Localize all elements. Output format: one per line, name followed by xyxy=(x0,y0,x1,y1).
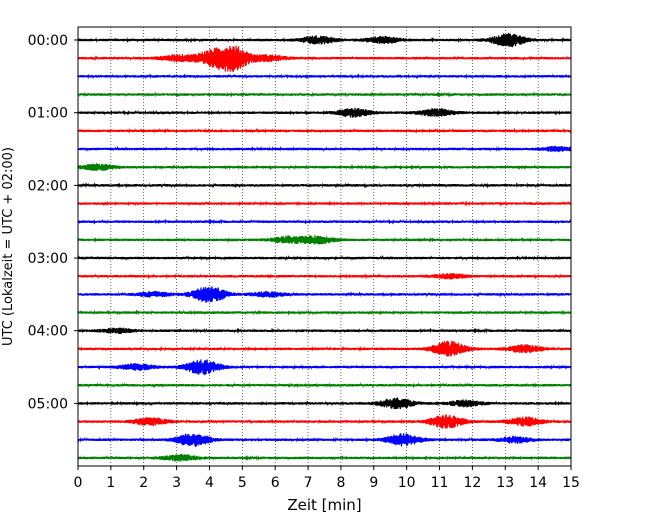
trace-0200 xyxy=(77,182,572,189)
axis-ticks xyxy=(74,39,572,470)
y-axis-label: UTC (Lokalzeit = UTC + 02:00) xyxy=(1,147,16,346)
trace-0445 xyxy=(77,382,572,389)
x-tick-label: 7 xyxy=(304,475,313,491)
trace-0545 xyxy=(77,453,572,462)
x-tick-label: 8 xyxy=(336,475,345,491)
trace-0000 xyxy=(77,32,572,48)
trace-0330 xyxy=(77,286,572,303)
x-tick-label: 4 xyxy=(205,475,214,491)
x-axis-label: Zeit [min] xyxy=(287,496,361,514)
y-tick-label: 00:00 xyxy=(28,33,68,49)
trace-0300 xyxy=(77,254,572,262)
x-tick-label: 14 xyxy=(529,475,547,491)
x-tick-label: 5 xyxy=(238,475,247,491)
trace-0530 xyxy=(77,433,572,447)
plot-frame xyxy=(77,26,572,467)
x-tick-label: 15 xyxy=(562,475,580,491)
trace-0245 xyxy=(77,235,572,245)
trace-0030 xyxy=(77,73,572,80)
y-tick-label: 02:00 xyxy=(28,178,68,194)
x-tick-label: 3 xyxy=(172,475,181,491)
x-tick-label: 6 xyxy=(271,475,280,491)
x-tick-label: 10 xyxy=(398,475,416,491)
trace-0515 xyxy=(77,414,572,429)
trace-0215 xyxy=(77,200,572,207)
y-tick-label: 05:00 xyxy=(28,396,68,412)
x-tick-label: 9 xyxy=(369,475,378,491)
x-tick-label: 1 xyxy=(106,475,115,491)
trace-0145 xyxy=(77,163,572,171)
trace-0345 xyxy=(77,309,572,316)
trace-0500 xyxy=(77,397,572,410)
trace-0100 xyxy=(77,107,572,118)
trace-0015 xyxy=(77,45,572,73)
x-tick-label: 13 xyxy=(496,475,514,491)
x-tick-label: 2 xyxy=(139,475,148,491)
seismogram-traces xyxy=(77,32,572,462)
trace-0230 xyxy=(77,218,572,225)
trace-0130 xyxy=(77,145,572,153)
x-tick-label: 0 xyxy=(74,475,83,491)
trace-0315 xyxy=(77,273,572,280)
trace-0400 xyxy=(77,327,572,335)
trace-0045 xyxy=(77,91,572,98)
trace-0430 xyxy=(77,359,572,376)
tick-labels: 0 1 2 3 4 5 6 7 8 9 10 11 12 13 14 1500:0001:0002:0003:… xyxy=(28,33,580,491)
x-tick-label: 12 xyxy=(463,475,481,491)
y-tick-label: 01:00 xyxy=(28,106,68,122)
y-tick-label: 03:00 xyxy=(28,251,68,267)
y-tick-label: 04:00 xyxy=(28,324,68,340)
x-tick-label: 11 xyxy=(431,475,449,491)
trace-0115 xyxy=(77,127,572,134)
vertical-gridlines xyxy=(110,27,539,466)
trace-0415 xyxy=(77,340,572,357)
